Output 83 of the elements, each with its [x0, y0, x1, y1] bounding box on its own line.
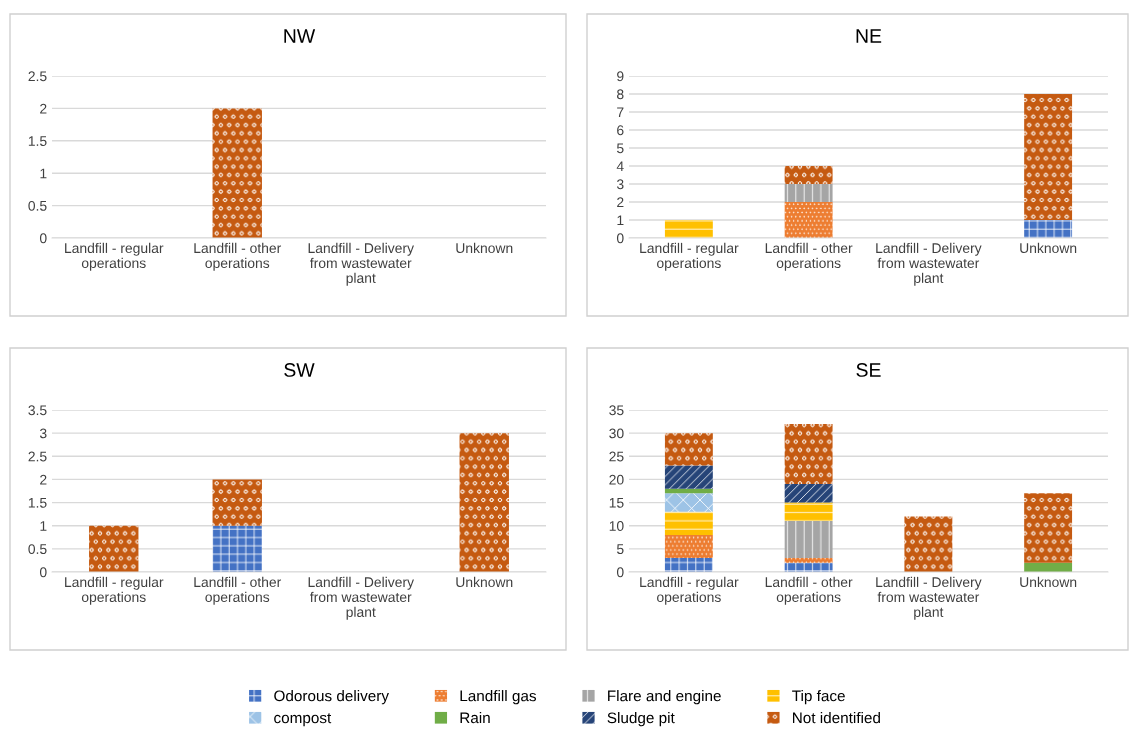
bar — [1024, 493, 1073, 563]
y-tick-label: 1 — [40, 168, 47, 179]
y-tick-label: 1 — [40, 521, 47, 531]
y-tick-label: 3 — [39, 428, 47, 439]
bar — [784, 184, 833, 202]
legend-label: Sludge pit — [607, 712, 675, 727]
y-tick-label: 2.5 — [28, 71, 47, 82]
y-tick-label: 10 — [609, 521, 624, 531]
x-tick-label: Landfill - other operations — [765, 576, 853, 605]
bar — [664, 465, 713, 489]
bar — [784, 521, 833, 559]
bar — [664, 493, 713, 512]
y-tick-label: 0 — [39, 233, 47, 244]
x-tick-label: Landfill - Delivery from wastewater plant — [308, 242, 414, 286]
bar — [904, 516, 953, 572]
x-tick-label: Landfill - regular operations — [640, 242, 739, 271]
bar — [89, 525, 139, 572]
x-tick-label: Unknown — [456, 576, 513, 588]
bar — [664, 220, 713, 238]
y-tick-label: 35 — [609, 405, 624, 416]
legend-label: Tip face — [792, 690, 845, 705]
y-tick-label: 5 — [616, 544, 624, 555]
y-tick-label: 2.5 — [28, 451, 47, 462]
bar — [212, 479, 262, 526]
bar — [784, 558, 833, 563]
legend-label: Not identified — [793, 712, 880, 724]
y-tick-label: 25 — [609, 451, 624, 462]
y-tick-label: 3 — [616, 179, 624, 190]
x-tick-label: Landfill - other operations — [194, 576, 282, 605]
y-tick-label: 0.5 — [28, 544, 47, 555]
x-tick-label: Unknown — [1020, 576, 1077, 588]
x-tick-label: Landfill - Delivery from wastewater plant — [308, 576, 414, 620]
bar — [664, 558, 713, 572]
y-tick-label: 1.5 — [28, 136, 47, 146]
x-tick-label: Landfill - regular operations — [65, 576, 164, 605]
chart-title: SW — [284, 363, 315, 377]
x-tick-label: Unknown — [456, 242, 513, 254]
bar — [784, 166, 833, 184]
y-tick-label: 6 — [617, 125, 624, 136]
bar — [784, 502, 833, 522]
x-tick-label: Landfill - other operations — [194, 242, 282, 271]
x-tick-label: Landfill - Delivery from wastewater plant — [876, 242, 982, 286]
bar — [784, 484, 833, 503]
y-tick-label: 3.5 — [28, 405, 47, 416]
bar — [664, 511, 713, 535]
bar — [664, 534, 713, 559]
y-tick-label: 15 — [609, 498, 624, 508]
x-tick-label: Landfill - regular operations — [640, 576, 739, 605]
bar — [1024, 220, 1073, 238]
y-tick-label: 9 — [617, 71, 624, 82]
y-tick-label: 30 — [609, 428, 624, 439]
y-tick-label: 2 — [40, 474, 47, 485]
y-tick-label: 4 — [616, 161, 624, 172]
legend-label: Odorous delivery — [274, 690, 389, 705]
y-tick-label: 0 — [616, 233, 624, 244]
bar — [784, 423, 833, 485]
y-tick-label: 5 — [616, 143, 624, 154]
chart-title: NW — [284, 29, 316, 43]
bar — [1024, 94, 1073, 220]
y-tick-label: 8 — [617, 89, 624, 100]
y-tick-label: 0 — [616, 567, 624, 578]
y-tick-label: 1 — [617, 215, 624, 226]
y-tick-label: 1.5 — [28, 498, 47, 508]
x-tick-label: Unknown — [1020, 242, 1077, 254]
bar — [212, 525, 262, 572]
chart-title: SE — [856, 363, 881, 377]
y-tick-label: 7 — [617, 107, 624, 118]
y-tick-label: 2 — [617, 197, 624, 208]
y-tick-label: 0 — [39, 567, 47, 578]
legend-label: Rain — [460, 712, 490, 724]
legend-label: Landfill gas — [460, 690, 537, 705]
x-tick-label: Landfill - regular operations — [65, 242, 164, 271]
x-tick-label: Landfill - Delivery from wastewater plant — [876, 576, 982, 620]
legend-label: compost — [274, 713, 332, 727]
chart-title: NE — [856, 29, 882, 43]
y-tick-label: 20 — [609, 474, 624, 485]
bar — [459, 433, 509, 572]
bar — [784, 202, 833, 238]
bar — [664, 433, 713, 466]
x-tick-label: Landfill - other operations — [765, 242, 853, 271]
y-tick-label: 2 — [40, 103, 47, 114]
y-tick-label: 0.5 — [28, 200, 47, 211]
legend-label: Flare and engine — [608, 690, 721, 705]
